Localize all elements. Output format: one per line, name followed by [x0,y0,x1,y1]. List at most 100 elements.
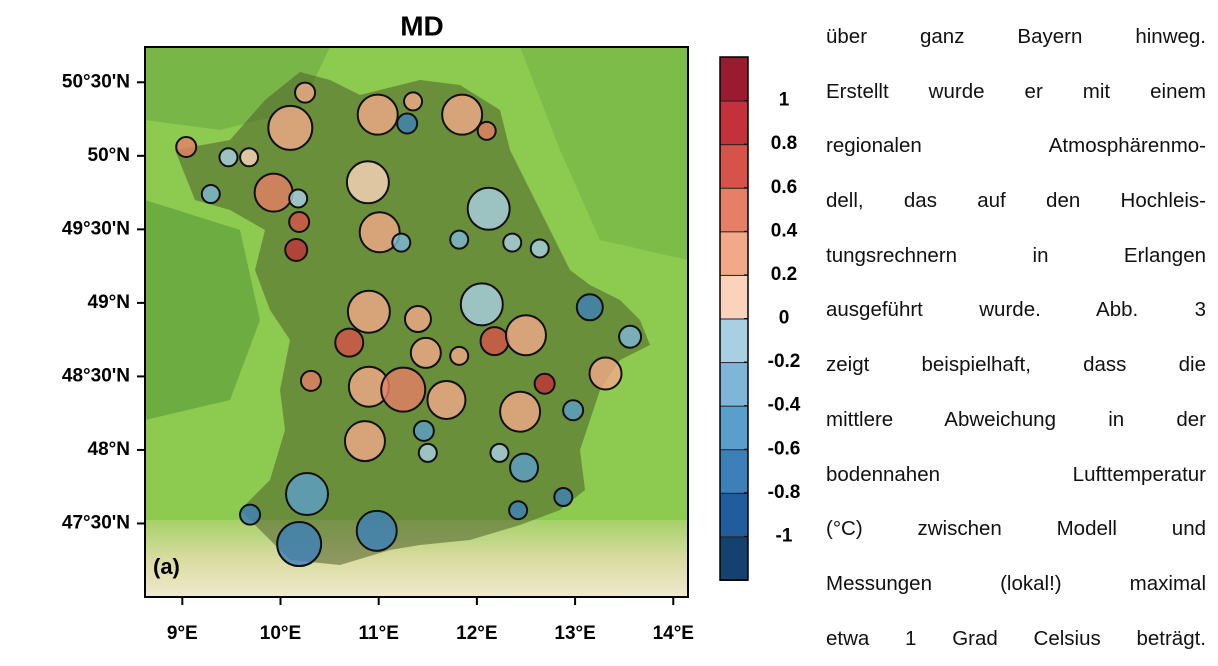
text-line: über ganz Bayern hinweg. [826,10,1206,65]
station [481,327,509,355]
y-tick-label: 49°30'N [62,218,130,239]
text-line: regionalen Atmosphärenmo- [826,119,1206,174]
station [392,234,410,252]
station [590,357,622,389]
colorbar-tick-label: -0.8 [768,482,801,503]
x-tick-label: 12°E [456,623,497,644]
station [531,239,549,257]
station [450,347,468,365]
station [500,392,540,432]
station [301,371,321,391]
x-tick-label: 11°E [359,623,399,644]
colorbar-tick-label: 0 [779,308,790,329]
station [414,421,434,441]
colorbar-band [720,275,748,319]
station [419,444,437,462]
station [577,294,603,320]
station [450,231,468,249]
station [347,161,389,203]
station [268,106,312,150]
colorbar-tick-label: 0.8 [771,133,797,154]
station [277,522,321,566]
station [427,381,465,419]
figure: MD (a) 9°E 10°E 11°E 12°E 13°E 14°E 47°30'N 48°… [0,0,820,645]
colorbar-band [720,493,748,537]
station [255,174,293,212]
station [357,511,397,551]
colorbar-band [720,406,748,450]
station [506,315,546,355]
station [411,338,441,368]
station [240,505,260,525]
station [345,421,385,461]
panel-label: (a) [153,554,180,579]
colorbar-tick-label: -0.4 [768,395,801,416]
station [554,488,572,506]
station [176,137,196,157]
body-text: über ganz Bayern hinweg.Erstellt wurde e… [826,10,1206,666]
station [289,189,307,207]
station [478,122,496,140]
text-line: zeigt beispielhaft, dass die [826,338,1206,393]
colorbar-band [720,144,748,188]
colorbar-tick-label: 1 [779,90,790,111]
station [348,291,390,333]
y-tick-label: 48°30'N [62,365,130,386]
text-line: Erstellt wurde er mit einem [826,65,1206,120]
colorbar-band [720,536,748,580]
station [286,473,328,515]
y-tick-label: 47°30'N [62,512,130,533]
text-line: tungsrechnern in Erlangen [826,229,1206,284]
colorbar-tick-label: 0.6 [771,177,797,198]
colorbar-band [720,101,748,145]
station [468,188,510,230]
colorbar-tick-label: 0.4 [771,220,798,241]
station [405,306,431,332]
station [202,185,220,203]
text-line: dell, das auf den Hochleis- [826,174,1206,229]
colorbar-tick-label: -0.6 [768,438,801,459]
colorbar-tick-label: -0.2 [768,351,801,372]
station [381,368,425,412]
y-tick-label: 50°30'N [62,71,130,92]
station [335,329,363,357]
station [619,326,641,348]
chart-title: MD [400,10,444,41]
colorbar-tick-label: 0.2 [771,264,797,285]
station [285,239,307,261]
station [503,234,521,252]
station [295,83,315,103]
text-line: bodennahen Lufttemperatur [826,448,1206,503]
colorbar-band [720,362,748,406]
x-tick-label: 14°E [653,623,694,644]
station [563,400,583,420]
colorbar-tick-label: -1 [776,525,793,546]
y-tick-label: 50°N [88,145,130,166]
station [404,92,422,110]
x-tick-label: 9°E [167,623,198,644]
station [509,501,527,519]
y-tick-label: 49°N [88,292,130,313]
station [240,148,258,166]
station [219,148,237,166]
station [442,95,482,135]
station [289,212,309,232]
station [397,113,417,133]
station [535,374,555,394]
colorbar-band [720,319,748,363]
x-tick-label: 13°E [554,623,595,644]
y-tick-label: 48°N [88,439,130,460]
station [358,95,398,135]
station [461,283,503,325]
colorbar-band [720,188,748,232]
text-line: mittlere Abweichung in der [826,393,1206,448]
colorbar-band [720,57,748,101]
text-line: etwa 1 Grad Celsius beträgt. [826,612,1206,666]
text-line: Messungen (lokal!) maximal [826,557,1206,612]
text-line: ausgeführt wurde. Abb. 3 [826,283,1206,338]
colorbar-band [720,449,748,493]
station [510,454,538,482]
text-line: (°C) zwischen Modell und [826,502,1206,557]
colorbar-band [720,231,748,275]
x-tick-label: 10°E [260,623,301,644]
